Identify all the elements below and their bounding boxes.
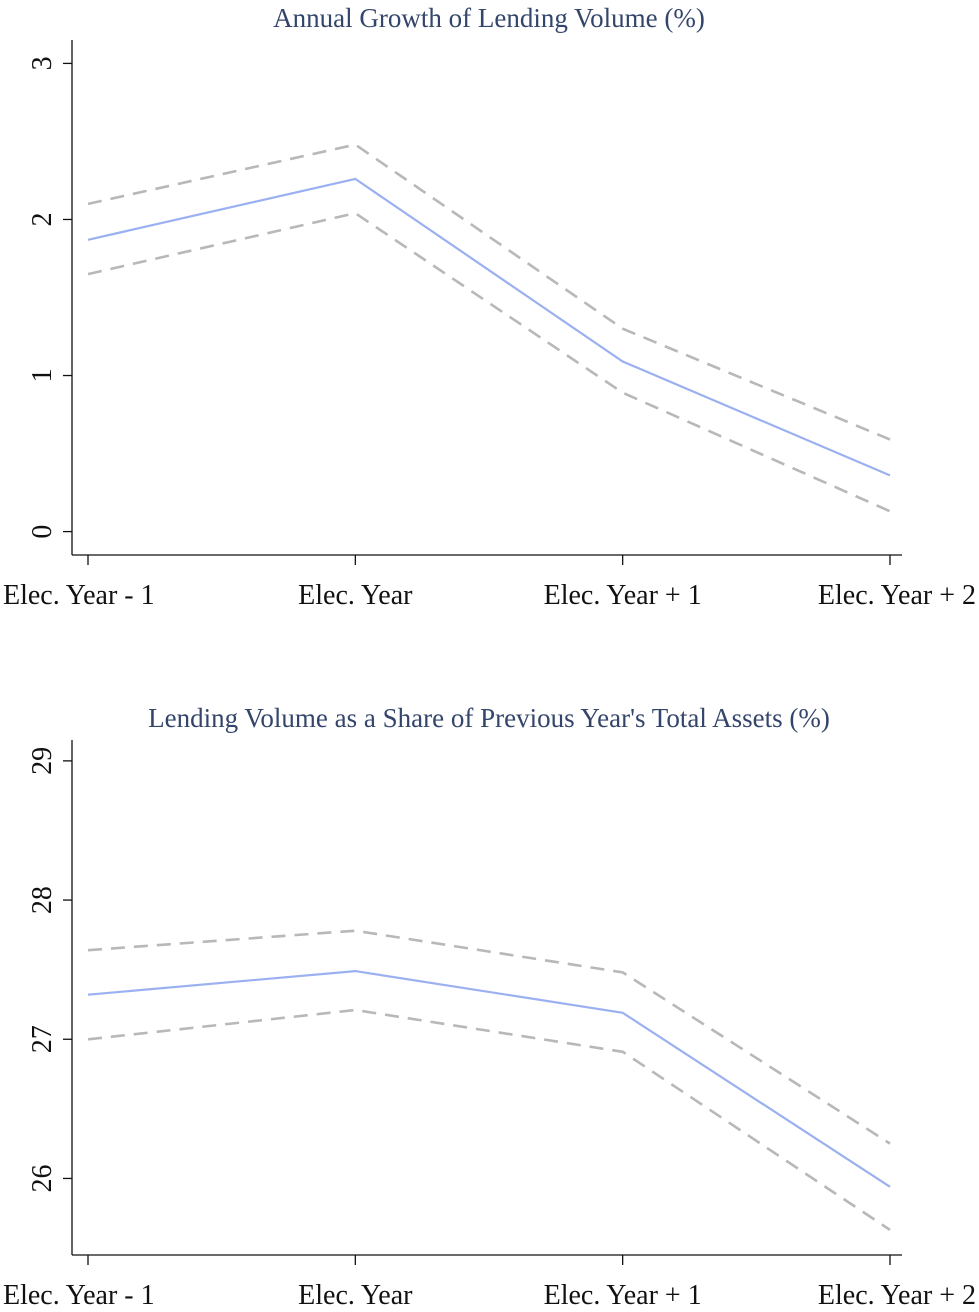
axes xyxy=(71,40,902,556)
y-tick-label: 3 xyxy=(27,56,58,70)
axes xyxy=(71,740,902,1256)
chart-title: Annual Growth of Lending Volume (%) xyxy=(273,3,705,33)
y-axis-ticks: 0 1 2 3 xyxy=(27,56,72,539)
x-tick-label: Elec. Year xyxy=(298,580,413,611)
estimate-line xyxy=(87,969,891,1188)
chart-title: Lending Volume as a Share of Previous Ye… xyxy=(148,703,830,733)
x-tick-label: Elec. Year + 1 xyxy=(544,1280,702,1311)
upper-confidence-line xyxy=(87,929,891,1145)
y-tick-label: 26 xyxy=(27,1164,58,1192)
x-axis-ticks: Elec. Year - 1 Elec. Year Elec. Year + 1 El… xyxy=(3,1255,976,1311)
panel-lending-share: Lending Volume as a Share of Previous Ye… xyxy=(3,703,976,1311)
x-tick-label: Elec. Year + 2 xyxy=(818,1280,976,1311)
y-tick-label: 0 xyxy=(27,525,58,539)
x-axis-ticks: Elec. Year - 1 Elec. Year Elec. Year + 1 El… xyxy=(3,555,976,611)
estimate-line xyxy=(87,177,891,477)
x-tick-label: Elec. Year + 1 xyxy=(544,580,702,611)
plot-area xyxy=(87,929,891,1231)
lower-confidence-line xyxy=(87,211,891,513)
panel-annual-growth: Annual Growth of Lending Volume (%) Elec… xyxy=(3,3,976,611)
upper-confidence-line xyxy=(87,143,891,441)
x-tick-label: Elec. Year - 1 xyxy=(3,580,155,611)
plot-area xyxy=(87,143,891,513)
x-tick-label: Elec. Year - 1 xyxy=(3,1280,155,1311)
y-tick-label: 27 xyxy=(27,1025,58,1053)
y-tick-label: 1 xyxy=(27,369,58,383)
y-tick-label: 28 xyxy=(27,886,58,914)
x-tick-label: Elec. Year xyxy=(298,1280,413,1311)
x-tick-label: Elec. Year + 2 xyxy=(818,580,976,611)
y-tick-label: 29 xyxy=(27,747,58,775)
lower-confidence-line xyxy=(87,1008,891,1231)
y-tick-label: 2 xyxy=(27,212,58,226)
y-axis-ticks: 26 27 28 29 xyxy=(27,747,72,1192)
